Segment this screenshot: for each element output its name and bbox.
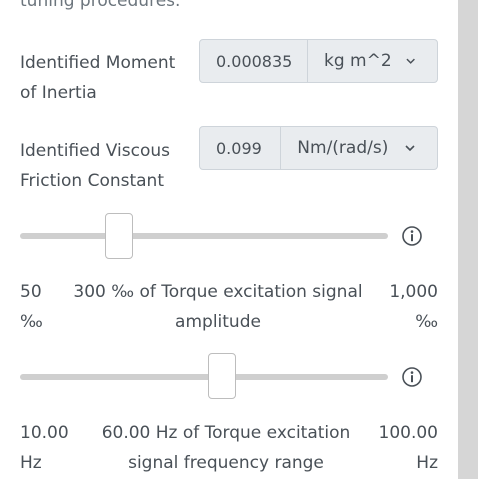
friction-input-group: 0.099 Nm/(rad/s): [199, 126, 438, 170]
amplitude-max-label: 1,000 ‰: [389, 282, 438, 332]
friction-unit-select[interactable]: Nm/(rad/s): [281, 127, 437, 169]
chevron-down-icon: [406, 58, 415, 64]
vertical-scrollbar[interactable]: [458, 0, 478, 479]
friction-label: Identified Viscous Friction Constant: [20, 141, 171, 191]
inertia-input-group: 0.000835 kg m^2: [199, 39, 438, 83]
chevron-down-icon: [405, 145, 415, 152]
info-circle-icon[interactable]: [401, 366, 423, 388]
window-edge: [478, 0, 496, 479]
amplitude-caption: 300 ‰ of Torque excitation signal amplit…: [73, 282, 363, 332]
inertia-unit-select[interactable]: kg m^2: [308, 40, 437, 82]
frequency-slider-track[interactable]: [20, 374, 388, 380]
intro-text: tuning procedures.: [20, 0, 181, 11]
frequency-slider-thumb[interactable]: [208, 353, 237, 399]
inertia-value-field[interactable]: 0.000835: [200, 40, 308, 82]
inertia-unit-label: kg m^2: [324, 51, 392, 71]
frequency-caption: 60.00 Hz of Torque excitation signal fre…: [101, 423, 351, 473]
amplitude-slider-track[interactable]: [20, 233, 388, 239]
friction-value-field[interactable]: 0.099: [200, 127, 282, 169]
amplitude-min-label: 50 ‰: [20, 282, 43, 332]
frequency-min-label: 10.00 Hz: [20, 423, 69, 473]
amplitude-slider-thumb[interactable]: [105, 213, 134, 259]
inertia-label: Identified Moment of Inertia: [20, 53, 176, 103]
settings-panel: tuning procedures. Identified Moment of …: [20, 0, 438, 473]
frequency-max-label: 100.00 Hz: [378, 423, 438, 473]
friction-unit-label: Nm/(rad/s): [297, 138, 389, 158]
info-circle-icon[interactable]: [401, 225, 423, 247]
